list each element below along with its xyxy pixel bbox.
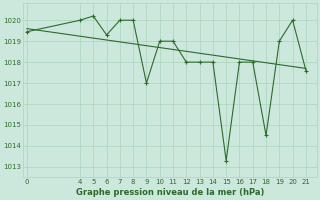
X-axis label: Graphe pression niveau de la mer (hPa): Graphe pression niveau de la mer (hPa) [76,188,264,197]
